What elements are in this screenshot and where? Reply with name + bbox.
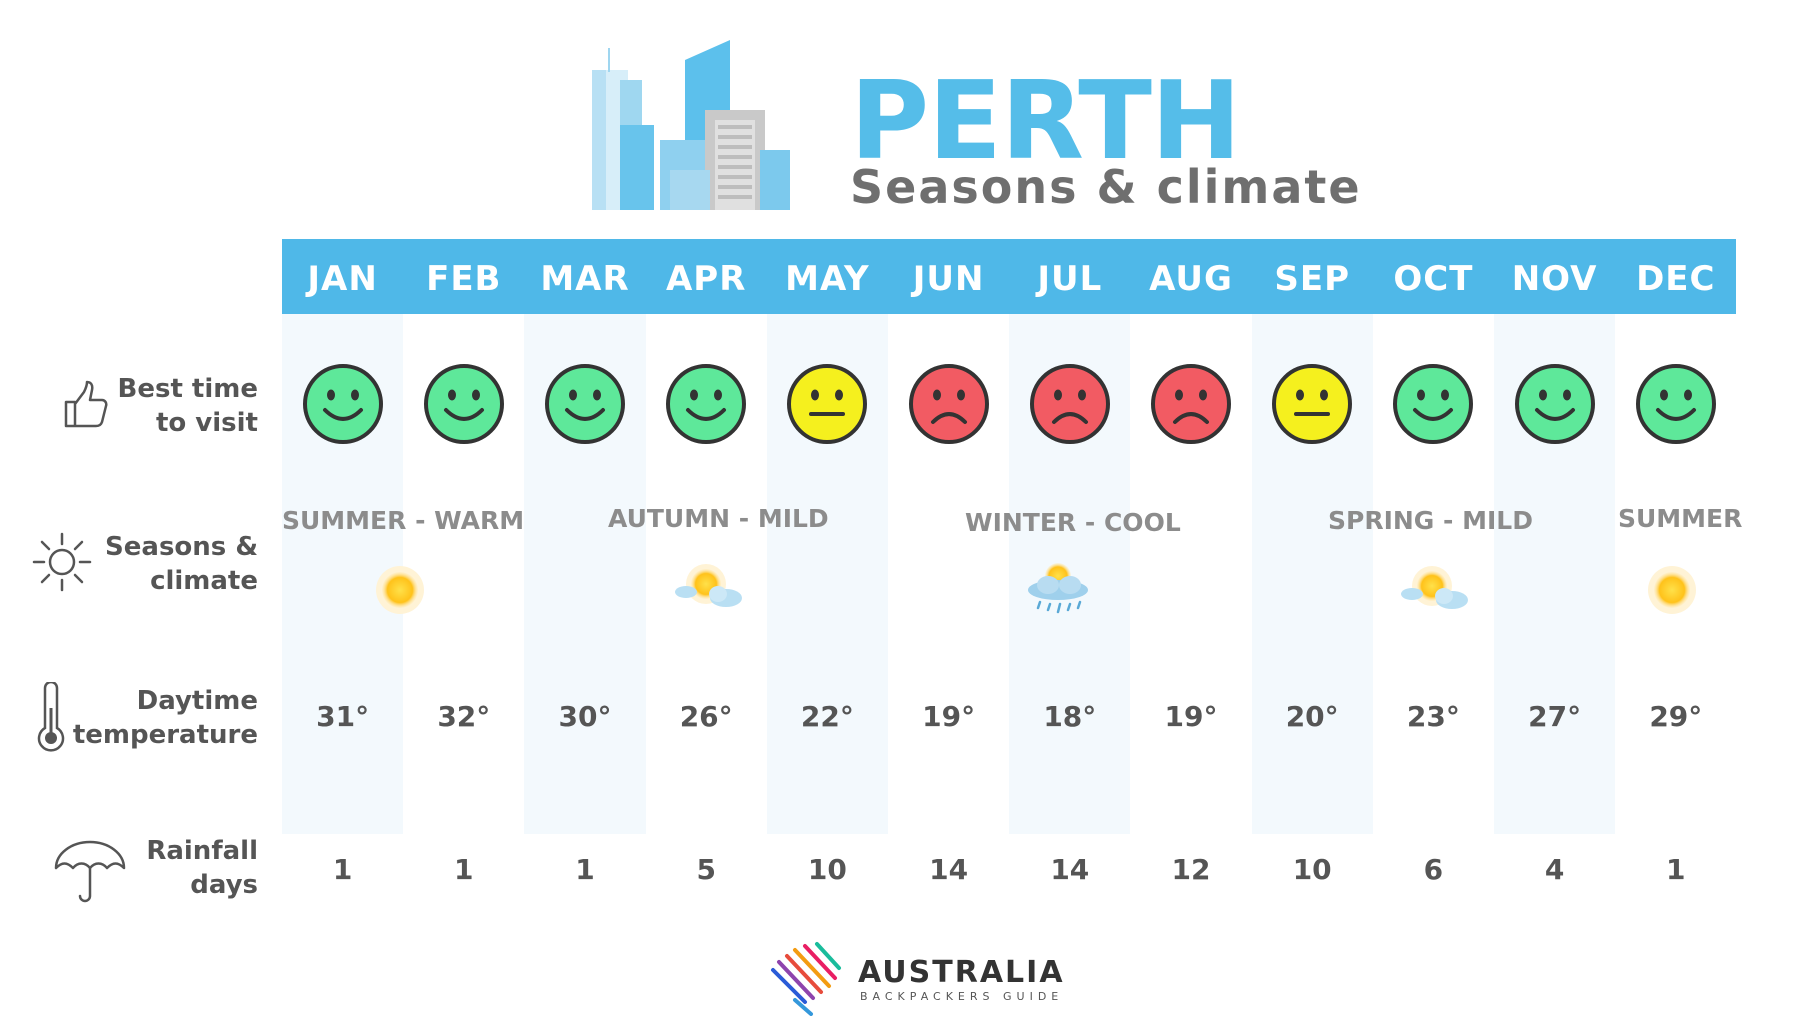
rainfall-value: 10 (1292, 853, 1332, 886)
neutral-face-icon (1272, 364, 1353, 444)
sun-icon (1648, 566, 1696, 614)
month-label-nov: NOV (1511, 259, 1598, 299)
row-label-rainfall: Rainfall days (146, 834, 258, 902)
season-label: SUMMER (1618, 504, 1743, 533)
month-label-mar: MAR (540, 259, 630, 299)
neutral-face-icon (787, 364, 868, 444)
month-label-aug: AUG (1149, 259, 1233, 299)
month-label-apr: APR (665, 259, 747, 299)
sad-face-icon (1151, 364, 1231, 444)
happy-face-icon (1635, 364, 1716, 444)
month-label-sep: SEP (1274, 259, 1350, 299)
row-label-line: to visit (155, 408, 258, 438)
row-label-line: temperature (72, 720, 258, 750)
month-label-jan: JAN (307, 259, 378, 299)
temperature-value: 19° (1164, 700, 1218, 733)
sun-icon (376, 566, 424, 614)
row-label-best-time: Best time to visit (118, 372, 258, 440)
sad-face-icon (908, 364, 989, 444)
rainfall-value: 4 (1544, 853, 1565, 886)
temperature-value: 29° (1649, 700, 1703, 733)
happy-face-icon (302, 364, 383, 444)
page-subtitle: Seasons & climate (850, 160, 1362, 214)
row-label-line: Daytime (136, 686, 258, 716)
rainfall-value: 14 (929, 853, 969, 886)
temperature-value: 30° (558, 700, 612, 733)
row-label-line: Seasons & (105, 532, 258, 562)
row-label-line: Rainfall (146, 836, 258, 866)
season-label: AUTUMN - MILD (608, 504, 829, 533)
happy-face-icon (545, 364, 625, 444)
city-skyline-illustration (592, 40, 790, 210)
month-label-jun: JUN (912, 259, 985, 299)
row-label-seasons: Seasons & climate (105, 530, 258, 598)
temperature-value: 23° (1406, 700, 1460, 733)
month-label-oct: OCT (1393, 259, 1474, 299)
season-label: SUMMER - WARM (282, 506, 525, 535)
row-label-line: days (190, 870, 258, 900)
umbrella-icon (54, 840, 126, 903)
row-label-line: Best time (117, 374, 258, 404)
season-label: WINTER - COOL (965, 508, 1181, 537)
thumbs-up-icon (64, 380, 108, 428)
happy-face-icon (1393, 364, 1474, 444)
rainfall-value: 14 (1050, 853, 1090, 886)
temperature-value: 27° (1528, 700, 1582, 733)
sun-cloud-icon (1401, 566, 1468, 609)
row-label-temperature: Daytime temperature (73, 684, 258, 752)
temperature-value: 31° (316, 700, 370, 733)
month-label-dec: DEC (1636, 259, 1716, 299)
temperature-value: 19° (922, 700, 976, 733)
rain-cloud-icon (1028, 563, 1088, 614)
rainfall-value: 1 (332, 853, 353, 886)
sun-outline-icon (32, 532, 92, 592)
happy-face-icon (423, 364, 504, 444)
rainfall-value: 6 (1423, 853, 1444, 886)
brand-tagline: BACKPACKERS GUIDE (860, 990, 1064, 1003)
rainfall-value: 1 (575, 853, 595, 886)
month-header-bar: JAN FEB MAR APR MAY JUN JUL AUG SEP OCT NOV DEC (282, 239, 1736, 314)
rainfall-value: 12 (1171, 853, 1211, 886)
rainfall-value: 1 (454, 853, 474, 886)
temperature-value: 26° (679, 700, 733, 733)
rainfall-value: 1 (1666, 853, 1686, 886)
thermometer-icon (37, 682, 65, 752)
month-label-jul: JUL (1037, 259, 1103, 299)
page-title: PERTH (850, 59, 1241, 184)
sad-face-icon (1029, 364, 1110, 444)
rainfall-value: 5 (696, 853, 716, 886)
season-label: SPRING - MILD (1328, 506, 1533, 535)
temperature-value: 18° (1043, 700, 1097, 733)
temperature-value: 32° (437, 700, 491, 733)
month-label-may: MAY (785, 259, 870, 299)
brand-name: AUSTRALIA (858, 955, 1065, 990)
row-label-line: climate (150, 566, 258, 596)
sun-cloud-icon (675, 564, 742, 607)
happy-face-icon (1514, 364, 1595, 444)
happy-face-icon (666, 364, 747, 444)
temperature-value: 22° (800, 700, 854, 733)
australia-logo-mark (771, 942, 841, 1016)
rainfall-value: 10 (807, 853, 847, 886)
month-label-feb: FEB (426, 259, 502, 299)
temperature-value: 20° (1285, 700, 1339, 733)
